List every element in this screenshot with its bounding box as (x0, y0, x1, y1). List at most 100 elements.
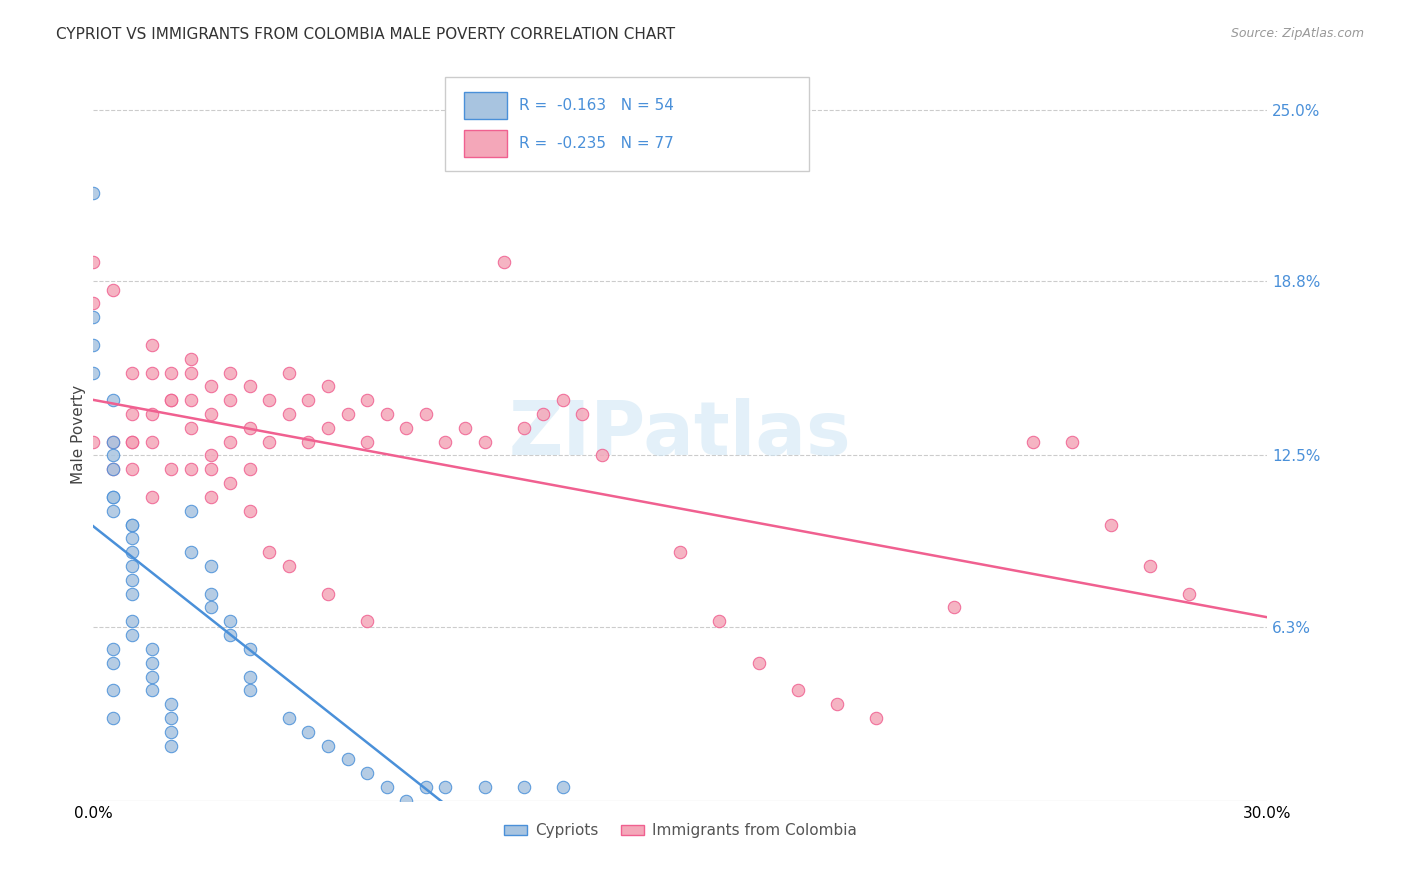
Point (551, 393, 574, 408)
Point (200, 558, 222, 573)
Point (180, 545, 202, 559)
Point (356, 434, 378, 449)
Point (865, 711, 887, 725)
Point (121, 434, 143, 449)
Point (259, 434, 281, 449)
Point (297, 724, 319, 739)
Point (121, 628, 143, 642)
Point (219, 366, 242, 380)
FancyBboxPatch shape (464, 92, 506, 119)
Point (434, 434, 457, 449)
Point (219, 393, 242, 408)
Point (101, 283, 124, 297)
Point (141, 683, 163, 698)
Point (219, 628, 242, 642)
Point (160, 366, 183, 380)
Point (454, 421, 477, 435)
Point (121, 614, 143, 628)
Point (1099, 517, 1122, 532)
Point (669, 545, 692, 559)
Point (474, 434, 496, 449)
Point (101, 683, 124, 698)
Point (101, 711, 124, 725)
Point (277, 711, 299, 725)
Point (551, 780, 574, 794)
Point (141, 366, 163, 380)
Point (160, 462, 183, 476)
Point (316, 586, 339, 600)
Point (1178, 586, 1201, 600)
Point (434, 780, 457, 794)
Point (101, 490, 124, 504)
Point (277, 366, 299, 380)
Point (82, 338, 104, 352)
Point (121, 532, 143, 546)
Point (82, 186, 104, 200)
Point (82, 255, 104, 269)
Point (180, 504, 202, 518)
Point (180, 462, 202, 476)
Point (415, 780, 437, 794)
Point (219, 614, 242, 628)
Point (219, 434, 242, 449)
Point (336, 752, 359, 766)
Point (101, 504, 124, 518)
Point (748, 656, 770, 670)
Point (121, 558, 143, 573)
Point (101, 449, 124, 463)
Point (121, 366, 143, 380)
Point (121, 545, 143, 559)
Point (297, 393, 319, 408)
Point (82, 434, 104, 449)
Point (200, 407, 222, 421)
Point (101, 462, 124, 476)
Point (786, 683, 808, 698)
Point (141, 656, 163, 670)
Point (160, 393, 183, 408)
Point (200, 462, 222, 476)
Point (160, 393, 183, 408)
Text: R =  -0.163   N = 54: R = -0.163 N = 54 (519, 97, 675, 112)
Point (336, 407, 359, 421)
Point (591, 449, 613, 463)
Text: CYPRIOT VS IMMIGRANTS FROM COLOMBIA MALE POVERTY CORRELATION CHART: CYPRIOT VS IMMIGRANTS FROM COLOMBIA MALE… (56, 27, 675, 42)
Point (474, 780, 496, 794)
Point (943, 600, 966, 615)
Point (121, 407, 143, 421)
FancyBboxPatch shape (464, 130, 506, 157)
Point (513, 421, 536, 435)
Point (141, 338, 163, 352)
Point (239, 462, 262, 476)
Point (121, 462, 143, 476)
Point (101, 434, 124, 449)
Point (200, 490, 222, 504)
Point (571, 407, 593, 421)
Point (180, 393, 202, 408)
Point (200, 600, 222, 615)
Legend: Cypriots, Immigrants from Colombia: Cypriots, Immigrants from Colombia (498, 817, 862, 845)
Point (101, 641, 124, 656)
Point (375, 780, 398, 794)
Point (141, 669, 163, 683)
Point (356, 393, 378, 408)
Point (316, 421, 339, 435)
Point (121, 517, 143, 532)
Point (160, 724, 183, 739)
Point (239, 669, 262, 683)
Point (277, 558, 299, 573)
Point (160, 739, 183, 753)
Point (141, 434, 163, 449)
Point (101, 490, 124, 504)
Point (200, 379, 222, 393)
Point (121, 586, 143, 600)
Point (356, 766, 378, 780)
Text: R =  -0.235   N = 77: R = -0.235 N = 77 (519, 136, 675, 151)
Point (709, 614, 731, 628)
Point (1060, 434, 1083, 449)
Point (82, 296, 104, 310)
Point (277, 407, 299, 421)
Point (101, 656, 124, 670)
Point (513, 780, 536, 794)
Point (160, 697, 183, 711)
Point (121, 434, 143, 449)
